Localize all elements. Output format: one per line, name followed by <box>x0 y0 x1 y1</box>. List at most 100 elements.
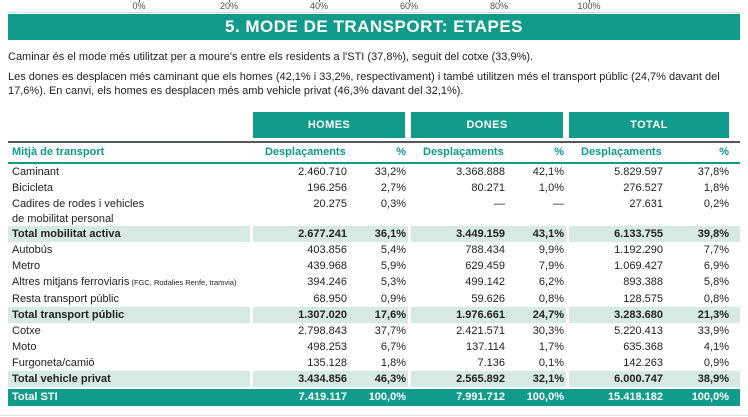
cell-dones-desplacaments: 59.626 <box>471 293 505 305</box>
axis-tick-label: 80% <box>489 1 509 11</box>
axis-tick-mark <box>409 0 410 2</box>
table-row: Bicicleta 196.256 2,7% 80.271 1,0% 276.527 1,8… <box>8 180 740 196</box>
header-rule-bottom <box>8 162 740 164</box>
table-row-grand: Total STI 7.419.117 100,0% 7.991.712 100,0% 1… <box>8 389 740 406</box>
cell-homes-desplacaments: 2.460.710 <box>298 166 347 178</box>
cell-homes-desplacaments: 2.677.241 <box>250 226 351 242</box>
table-row-subtotal: Total transport públic 1.307.020 17,6% 1.97… <box>8 307 740 323</box>
axis-tick-label: 60% <box>399 1 419 11</box>
row-label: Bicicleta <box>12 182 53 194</box>
cell-dones-pct: 30,3% <box>532 325 564 337</box>
cell-homes-pct: 37,7% <box>374 325 406 337</box>
cell-total-pct: 38,9% <box>697 373 729 385</box>
table-row: Moto 498.253 6,7% 137.114 1,7% 635.368 4,1% <box>8 339 740 355</box>
col-header-total-desplacaments: Desplaçaments <box>581 146 662 158</box>
cell-dones-pct: 24,7% <box>532 309 564 321</box>
cell-total-pct: 100,0% <box>691 391 729 403</box>
row-label: Cotxe <box>12 325 41 337</box>
cell-total-pct: 1,8% <box>703 182 729 194</box>
cell-total-pct: 21,3% <box>697 309 729 321</box>
cell-total-desplacaments: 6.000.747 <box>566 371 667 387</box>
cell-homes-desplacaments: 68.950 <box>313 293 347 305</box>
header-rule-top <box>8 141 740 143</box>
row-label-line2: de mobilitat personal <box>12 213 114 225</box>
cell-homes-pct: 1,8% <box>380 357 406 369</box>
cell-homes-desplacaments: 2.798.843 <box>298 325 347 337</box>
table-body: Caminant 2.460.710 33,2% 3.368.888 42,1% 5.82… <box>8 164 740 406</box>
cell-homes-desplacaments: 1.307.020 <box>250 307 351 323</box>
cell-total-pct: 4,1% <box>703 341 729 353</box>
cutoff-chart-axis: 0% 20% 40% 60% 80% 100% <box>8 0 740 13</box>
table-row: Metro 439.968 5,9% 629.459 7,9% 1.069.427 6,9% <box>8 258 740 274</box>
row-label-note: (FGC, Rodalies Renfe, tramvia) <box>129 278 237 287</box>
cell-dones-desplacaments: 137.114 <box>466 341 505 353</box>
section-title: 5. MODE DE TRANSPORT: ETAPES <box>225 17 523 36</box>
cell-homes-desplacaments: 3.434.856 <box>250 371 351 387</box>
cell-homes-desplacaments: 498.253 <box>307 341 347 353</box>
cell-homes-desplacaments: 7.419.117 <box>298 391 347 403</box>
axis-tick-mark <box>499 0 500 2</box>
group-header-row: HOMES DONES TOTAL <box>8 112 740 138</box>
cell-total-desplacaments: 276.527 <box>623 182 663 194</box>
cell-dones-desplacaments: 2.565.892 <box>408 371 509 387</box>
row-label: Total STI <box>12 391 58 403</box>
cell-homes-pct: 0,9% <box>380 293 406 305</box>
row-label: Autobús <box>12 244 53 256</box>
cell-dones-desplacaments: 499.142 <box>465 276 505 288</box>
row-label: Caminant <box>12 166 60 178</box>
table-row: Caminant 2.460.710 33,2% 3.368.888 42,1% 5.82… <box>8 164 740 180</box>
cell-dones-pct: 43,1% <box>532 228 564 240</box>
cell-total-pct: 7,7% <box>703 244 729 256</box>
col-header-total-pct: % <box>719 146 729 158</box>
footer-rule <box>0 415 748 416</box>
cell-dones-desplacaments: 629.459 <box>465 260 505 272</box>
axis-tick-label: 100% <box>577 1 601 11</box>
cell-dones-desplacaments: — <box>494 198 505 210</box>
cell-dones-pct: 32,1% <box>532 373 564 385</box>
cell-total-desplacaments: 635.368 <box>623 341 663 353</box>
table-row-subtotal: Total vehicle privat 3.434.856 46,3% 2.565.… <box>8 371 740 387</box>
cell-total-desplacaments: 1.192.290 <box>614 244 663 256</box>
cell-homes-pct: 33,2% <box>374 166 406 178</box>
cell-total-pct: 39,8% <box>697 228 729 240</box>
cell-homes-desplacaments: 439.968 <box>307 260 347 272</box>
row-label: Moto <box>12 341 37 353</box>
cell-dones-pct: 100,0% <box>526 391 564 403</box>
cell-dones-desplacaments: 788.434 <box>465 244 505 256</box>
cell-dones-pct: 42,1% <box>532 166 564 178</box>
cell-homes-pct: 46,3% <box>374 373 406 385</box>
paragraph-1: Caminar és el mode més utilitzat per a m… <box>8 51 534 63</box>
row-label: Resta transport públic <box>12 293 119 305</box>
group-header-dones: DONES <box>408 112 563 138</box>
col-header-homes-desplacaments: Desplaçaments <box>265 146 346 158</box>
col-header-dones-pct: % <box>554 146 564 158</box>
row-label: Total mobilitat activa <box>12 228 121 240</box>
table-row-subtotal: Total mobilitat activa 2.677.241 36,1% 3.44… <box>8 226 740 242</box>
col-header-homes-pct: % <box>396 146 406 158</box>
cell-total-desplacaments: 3.283.680 <box>566 307 667 323</box>
cell-homes-desplacaments: 196.256 <box>307 182 347 194</box>
cell-dones-pct: — <box>553 198 564 210</box>
row-label: Total transport públic <box>12 309 125 321</box>
group-header-total: TOTAL <box>566 112 729 138</box>
cell-homes-pct: 100,0% <box>368 391 406 403</box>
cell-dones-desplacaments: 7.991.712 <box>456 391 505 403</box>
cell-total-desplacaments: 142.263 <box>623 357 663 369</box>
cell-homes-pct: 36,1% <box>374 228 406 240</box>
cell-dones-desplacaments: 7.136 <box>477 357 505 369</box>
cell-total-pct: 37,8% <box>697 166 729 178</box>
table-row: Furgoneta/camió 135.128 1,8% 7.136 0,1% 142.2… <box>8 355 740 371</box>
cell-dones-pct: 1,0% <box>538 182 564 194</box>
table-row: Altres mitjans ferroviaris (FGC, Rodalie… <box>8 274 740 291</box>
table-row: Resta transport públic 68.950 0,9% 59.626 0,… <box>8 291 740 307</box>
transport-modes-table: HOMES DONES TOTAL Mitjà de transport Des… <box>8 112 740 406</box>
cell-total-pct: 6,9% <box>703 260 729 272</box>
cell-homes-pct: 6,7% <box>380 341 406 353</box>
cell-total-pct: 33,9% <box>697 325 729 337</box>
cell-total-pct: 0,9% <box>703 357 729 369</box>
cell-dones-desplacaments: 3.368.888 <box>456 166 505 178</box>
axis-tick-mark <box>229 0 230 2</box>
cell-dones-pct: 7,9% <box>538 260 564 272</box>
cell-homes-pct: 5,4% <box>380 244 406 256</box>
